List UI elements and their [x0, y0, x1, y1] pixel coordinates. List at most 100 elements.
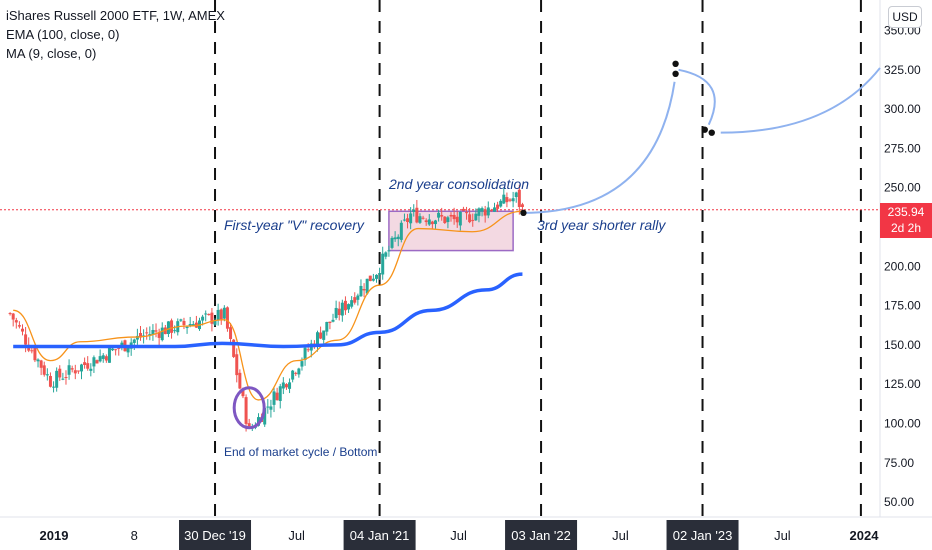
bottom-circle: [232, 386, 266, 430]
candle-body: [278, 386, 282, 401]
candle-body: [191, 324, 195, 326]
candle-body: [374, 274, 378, 279]
candle-body: [452, 214, 456, 220]
candle-body: [427, 219, 431, 225]
candle-body: [269, 406, 273, 410]
annotation-shorter-rally: 3rd year shorter rally: [537, 217, 666, 233]
x-tick-label: Jul: [288, 528, 305, 543]
x-tick-label: 2024: [850, 528, 880, 543]
candle-body: [263, 407, 267, 425]
candle-body: [350, 300, 354, 307]
candle-body: [505, 197, 509, 203]
candle-body: [61, 378, 65, 380]
candle-body: [474, 213, 478, 221]
currency-button[interactable]: USD: [888, 6, 922, 28]
annotation-bottom: End of market cycle / Bottom: [224, 445, 378, 459]
candle-body: [55, 370, 59, 388]
projection-anchor-dot: [520, 209, 527, 217]
candle-body: [378, 273, 382, 275]
candle-body: [406, 218, 410, 223]
candle-body: [42, 365, 46, 375]
candle-body: [415, 207, 419, 223]
candle-body: [238, 372, 242, 389]
candle-body: [297, 368, 301, 375]
x-tick-label: 04 Jan '21: [350, 528, 410, 543]
candle-body: [39, 360, 43, 368]
candle-body: [315, 332, 319, 346]
candle-body: [483, 209, 487, 216]
candle-body: [182, 320, 186, 326]
candle-body: [48, 375, 52, 387]
candle-body: [76, 370, 80, 372]
candle-body: [179, 319, 183, 321]
candle-body: [331, 319, 335, 322]
x-tick-label: 02 Jan '23: [673, 528, 733, 543]
candle-body: [52, 386, 56, 388]
candle-body: [14, 320, 18, 323]
ma-indicator-label[interactable]: MA (9, close, 0): [6, 46, 97, 61]
candle-body: [114, 349, 118, 351]
candle-body: [101, 355, 105, 359]
x-tick-highlight: [666, 520, 739, 550]
candle-body: [275, 392, 279, 401]
candle-body: [235, 354, 239, 376]
candle-body: [508, 199, 512, 201]
candle-body: [173, 330, 177, 332]
candle-body: [446, 217, 450, 223]
candle-body: [166, 321, 170, 334]
candle-body: [247, 423, 251, 427]
candle-body: [294, 372, 298, 374]
candle-body: [402, 219, 406, 221]
candle-body: [424, 220, 428, 223]
candle-body: [80, 364, 84, 372]
projection-path: [522, 67, 881, 214]
candle-body: [104, 356, 108, 361]
candle-body: [92, 357, 96, 367]
y-tick-label: 100.00: [884, 417, 921, 431]
y-tick-label: 175.00: [884, 299, 921, 313]
candle-body: [281, 382, 285, 389]
candle-body: [520, 204, 524, 208]
candle-body: [461, 208, 465, 211]
candle-body: [70, 368, 74, 370]
candle-body: [433, 220, 437, 225]
ema-indicator-label[interactable]: EMA (100, close, 0): [6, 27, 120, 42]
candle-body: [430, 221, 434, 225]
candle-body: [229, 327, 233, 339]
candle-body: [288, 382, 292, 389]
candle-body: [384, 252, 388, 257]
candle-body: [111, 348, 115, 351]
x-tick-highlight: [179, 520, 252, 550]
candle-body: [328, 321, 332, 324]
candle-body: [210, 312, 214, 324]
candle-body: [204, 313, 208, 315]
candle-body: [216, 309, 220, 321]
candle-body: [347, 304, 351, 310]
candle-body: [477, 208, 481, 216]
candle-body: [33, 348, 37, 361]
candle-body: [89, 368, 93, 371]
candle-body: [135, 335, 139, 340]
candle-body: [107, 347, 111, 363]
candle-body: [45, 374, 49, 376]
candle-body: [244, 397, 248, 424]
candle-body: [449, 214, 453, 217]
candle-body: [471, 219, 475, 221]
candle-body: [337, 308, 341, 316]
candle-body: [303, 347, 307, 361]
candle-body: [489, 209, 493, 211]
candle-body: [443, 216, 447, 223]
candle-body: [390, 237, 394, 248]
candle-body: [17, 325, 21, 327]
candle-body: [170, 320, 174, 333]
candle-body: [353, 297, 357, 303]
candle-body: [8, 313, 12, 315]
candle-body: [284, 384, 288, 388]
candle-body: [511, 198, 515, 202]
annotation-v-recovery: First-year "V" recovery: [224, 217, 364, 233]
candle-body: [160, 327, 164, 341]
candle-body: [11, 313, 15, 320]
candle-body: [502, 194, 506, 204]
